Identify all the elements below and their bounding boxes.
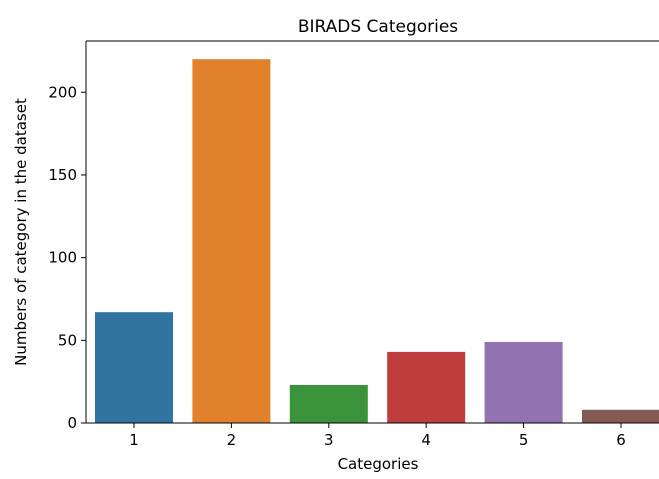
y-tick-label: 150 bbox=[48, 166, 77, 184]
x-tick-label: 3 bbox=[324, 431, 334, 449]
bar-category-5 bbox=[484, 341, 563, 423]
y-tick-label: 0 bbox=[67, 414, 77, 432]
x-tick-label: 4 bbox=[421, 431, 431, 449]
x-tick-label: 6 bbox=[616, 431, 626, 449]
y-tick-label: 50 bbox=[58, 331, 77, 349]
bar-category-1 bbox=[95, 312, 173, 423]
axes-layer bbox=[85, 40, 659, 424]
x-tick-label: 2 bbox=[227, 431, 237, 449]
bars-layer bbox=[95, 59, 659, 423]
bar-category-2 bbox=[192, 59, 271, 423]
bar-category-3 bbox=[289, 384, 368, 423]
chart-title: BIRADS Categories bbox=[298, 17, 458, 37]
y-axis-title: Numbers of category in the dataset bbox=[12, 98, 30, 366]
x-tick-label: 1 bbox=[129, 431, 139, 449]
y-tick-label: 200 bbox=[48, 83, 77, 101]
x-tick-label: 5 bbox=[519, 431, 529, 449]
ticks-layer: 1 2 3 4 5 6 0 50 100 150 200 bbox=[48, 83, 625, 449]
x-axis-title: Categories bbox=[338, 455, 419, 473]
bar-category-4 bbox=[387, 351, 466, 423]
bar-category-6 bbox=[582, 409, 659, 423]
y-tick-label: 100 bbox=[48, 249, 77, 267]
